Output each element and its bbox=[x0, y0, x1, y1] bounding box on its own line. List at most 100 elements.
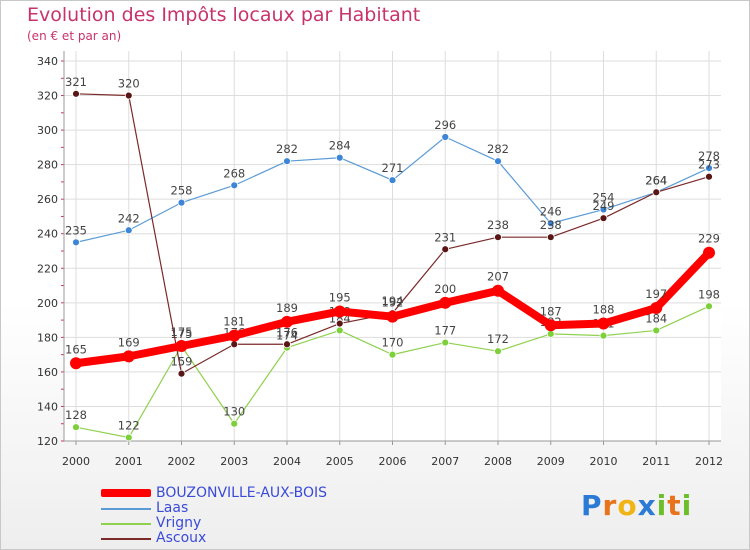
x-tick-label: 2009 bbox=[537, 455, 565, 468]
data-label-ascoux: 159 bbox=[171, 355, 193, 369]
x-tick-label: 2002 bbox=[168, 455, 196, 468]
data-point-laas bbox=[599, 205, 608, 214]
data-point-bouzonville bbox=[597, 317, 610, 330]
data-point-vrigny bbox=[494, 347, 502, 356]
y-tick-label: 340 bbox=[37, 55, 58, 68]
legend-label-ascoux: Ascoux bbox=[156, 530, 207, 546]
y-tick-label: 140 bbox=[37, 400, 58, 413]
data-point-laas bbox=[388, 176, 397, 185]
legend-label-bouzonville: BOUZONVILLE-AUX-BOIS bbox=[156, 485, 328, 501]
data-label-laas: 296 bbox=[434, 118, 456, 132]
x-tick-label: 2011 bbox=[642, 455, 670, 468]
data-label-bouzonville: 175 bbox=[171, 325, 193, 339]
data-label-ascoux: 264 bbox=[645, 173, 667, 187]
data-label-laas: 282 bbox=[276, 142, 298, 156]
data-label-vrigny: 170 bbox=[382, 336, 404, 350]
data-label-ascoux: 320 bbox=[118, 77, 140, 91]
data-label-laas: 254 bbox=[593, 191, 615, 205]
data-point-bouzonville bbox=[70, 357, 82, 370]
legend-swatch-ascoux bbox=[101, 538, 151, 540]
data-point-laas bbox=[177, 198, 186, 207]
data-point-laas bbox=[72, 238, 80, 247]
legend-swatch-bouzonville bbox=[101, 489, 151, 497]
data-label-laas: 246 bbox=[540, 204, 562, 218]
data-point-ascoux bbox=[441, 245, 450, 254]
legend-label-vrigny: Vrigny bbox=[156, 515, 202, 531]
data-point-vrigny bbox=[230, 419, 239, 428]
data-point-bouzonville bbox=[228, 329, 241, 342]
data-label-laas: 271 bbox=[382, 161, 404, 175]
data-label-laas: 242 bbox=[118, 211, 140, 225]
chart-subtitle: (en € et par an) bbox=[27, 29, 122, 43]
y-tick-label: 200 bbox=[37, 297, 58, 310]
y-tick-label: 280 bbox=[37, 159, 58, 172]
data-point-ascoux bbox=[283, 340, 291, 349]
data-label-vrigny: 177 bbox=[434, 324, 456, 338]
data-point-ascoux bbox=[335, 319, 344, 328]
x-tick-label: 2004 bbox=[273, 455, 301, 468]
data-label-bouzonville: 189 bbox=[276, 301, 298, 315]
data-point-bouzonville bbox=[175, 340, 188, 352]
data-label-laas: 268 bbox=[223, 166, 245, 180]
data-label-bouzonville: 229 bbox=[698, 232, 720, 246]
data-point-vrigny bbox=[705, 302, 713, 311]
data-label-laas: 284 bbox=[329, 139, 351, 153]
x-tick-label: 2003 bbox=[220, 455, 248, 468]
chart-title: Evolution des Impôts locaux par Habitant bbox=[27, 4, 421, 26]
data-label-laas: 264 bbox=[645, 173, 667, 187]
data-point-vrigny bbox=[72, 423, 80, 432]
data-label-vrigny: 130 bbox=[223, 405, 245, 419]
data-point-ascoux bbox=[124, 91, 133, 100]
data-point-bouzonville bbox=[333, 305, 346, 318]
y-tick-label: 320 bbox=[37, 90, 58, 103]
data-point-laas bbox=[441, 133, 450, 141]
data-label-vrigny: 175 bbox=[171, 327, 193, 341]
data-label-ascoux: 238 bbox=[540, 218, 562, 232]
data-point-laas bbox=[283, 157, 291, 166]
x-tick-label: 2006 bbox=[379, 455, 407, 468]
data-point-laas bbox=[494, 157, 502, 166]
logo-letter: i bbox=[656, 489, 668, 522]
data-point-ascoux bbox=[599, 214, 608, 223]
data-label-bouzonville: 187 bbox=[540, 304, 562, 318]
data-point-bouzonville bbox=[281, 315, 293, 328]
y-tick-label: 180 bbox=[37, 331, 58, 344]
x-tick-label: 2000 bbox=[62, 455, 90, 468]
data-point-bouzonville bbox=[544, 319, 557, 332]
logo-letter: t bbox=[667, 489, 682, 522]
y-tick-label: 240 bbox=[37, 228, 58, 241]
x-tick-label: 2005 bbox=[326, 455, 354, 468]
data-label-vrigny: 174 bbox=[276, 329, 298, 343]
data-point-bouzonville bbox=[650, 302, 663, 314]
data-point-laas bbox=[230, 181, 239, 190]
y-tick-label: 220 bbox=[37, 262, 58, 275]
data-label-bouzonville: 169 bbox=[118, 335, 140, 349]
data-point-ascoux bbox=[72, 89, 80, 98]
data-point-vrigny bbox=[599, 331, 608, 340]
data-label-ascoux: 249 bbox=[593, 199, 615, 213]
data-point-laas bbox=[546, 219, 555, 228]
data-point-vrigny bbox=[124, 433, 133, 442]
data-label-bouzonville: 197 bbox=[645, 287, 667, 301]
data-point-vrigny bbox=[546, 330, 555, 338]
data-point-ascoux bbox=[705, 172, 713, 181]
data-label-vrigny: 128 bbox=[65, 408, 87, 422]
data-point-laas bbox=[335, 153, 344, 162]
legend-label-laas: Laas bbox=[156, 500, 189, 516]
data-label-bouzonville: 188 bbox=[593, 303, 615, 317]
data-point-bouzonville bbox=[439, 296, 452, 309]
data-label-vrigny: 198 bbox=[698, 287, 720, 301]
data-label-ascoux: 238 bbox=[487, 218, 509, 232]
data-point-ascoux bbox=[652, 188, 661, 197]
legend-swatch-laas bbox=[101, 508, 151, 510]
data-point-ascoux bbox=[494, 233, 502, 242]
x-tick-label: 2008 bbox=[484, 455, 512, 468]
data-label-ascoux: 194 bbox=[382, 294, 404, 308]
legend-swatch-vrigny bbox=[101, 523, 151, 525]
data-point-laas bbox=[124, 226, 133, 235]
data-label-bouzonville: 181 bbox=[223, 315, 245, 329]
data-point-laas bbox=[705, 164, 713, 172]
data-point-bouzonville bbox=[386, 310, 399, 323]
data-point-ascoux bbox=[546, 233, 555, 242]
